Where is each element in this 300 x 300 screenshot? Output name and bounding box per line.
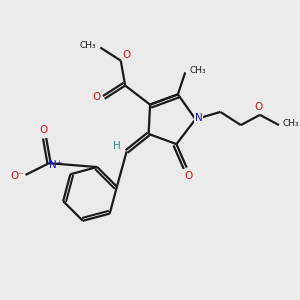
Text: N⁺: N⁺	[49, 160, 62, 170]
Text: CH₃: CH₃	[189, 65, 206, 74]
Text: O: O	[39, 125, 47, 135]
Text: O: O	[92, 92, 101, 102]
Text: O⁻: O⁻	[11, 171, 24, 182]
Text: O: O	[184, 171, 192, 181]
Text: CH₃: CH₃	[283, 119, 300, 128]
Text: N: N	[194, 113, 202, 123]
Text: CH₃: CH₃	[80, 40, 96, 50]
Text: O: O	[122, 50, 131, 60]
Text: O: O	[254, 102, 262, 112]
Text: H: H	[112, 141, 120, 151]
